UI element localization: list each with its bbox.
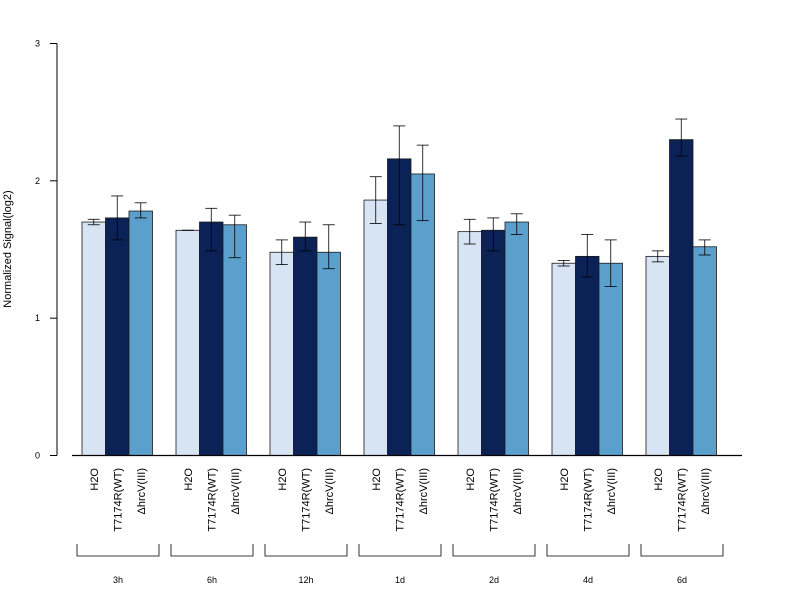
bar	[363, 199, 388, 456]
category-label: ΔhrcV(III)	[512, 468, 524, 514]
bar	[105, 217, 130, 456]
group-bracket	[76, 544, 160, 557]
group-bracket	[170, 544, 254, 557]
group-bracket	[358, 544, 442, 557]
category-label: ΔhrcV(III)	[418, 468, 430, 514]
category-label: H2O	[559, 468, 571, 491]
bar	[128, 210, 153, 456]
group-labels: 3h 6h 12h 1d 2d 4d 6d	[76, 544, 724, 585]
group-label: 3h	[113, 575, 123, 585]
group-bracket	[640, 544, 724, 557]
bar	[575, 255, 600, 456]
bar	[669, 139, 694, 456]
category-label: H2O	[465, 468, 477, 491]
group-label: 6h	[207, 575, 217, 585]
category-label: ΔhrcV(III)	[324, 468, 336, 514]
y-tick-label: 0	[35, 451, 40, 461]
category-label: ΔhrcV(III)	[230, 468, 242, 514]
y-axis: 0 1 2 3	[35, 39, 58, 461]
y-tick-label: 3	[35, 39, 40, 49]
bar	[199, 221, 224, 456]
category-label: H2O	[653, 468, 665, 491]
group-bracket	[452, 544, 536, 557]
bar	[692, 246, 717, 456]
bar	[222, 224, 247, 456]
category-label: T7174R(WT)	[394, 468, 406, 532]
group-bracket	[546, 544, 630, 557]
group-label: 2d	[489, 575, 499, 585]
category-label: T7174R(WT)	[300, 468, 312, 532]
category-label: T7174R(WT)	[112, 468, 124, 532]
bar	[457, 231, 482, 456]
bar	[293, 236, 318, 456]
bar	[481, 229, 506, 456]
category-label: H2O	[183, 468, 195, 491]
y-tick-label: 2	[35, 176, 40, 186]
y-axis-label: Normalized Signal(log2)	[2, 190, 14, 307]
group-label: 12h	[298, 575, 313, 585]
group-label: 1d	[395, 575, 405, 585]
y-tick-label: 1	[35, 313, 40, 323]
category-label: T7174R(WT)	[582, 468, 594, 532]
category-label: ΔhrcV(III)	[606, 468, 618, 514]
group-bracket	[264, 544, 348, 557]
category-label: H2O	[277, 468, 289, 491]
x-axis-labels: H2O T7174R(WT) ΔhrcV(III) H2O T7174R(WT) Δhrc…	[89, 468, 712, 532]
bar	[504, 221, 529, 456]
group-label: 6d	[677, 575, 687, 585]
category-label: H2O	[371, 468, 383, 491]
category-label: T7174R(WT)	[206, 468, 218, 532]
category-label: T7174R(WT)	[676, 468, 688, 532]
category-label: ΔhrcV(III)	[136, 468, 148, 514]
error-bars	[87, 118, 711, 287]
category-label: H2O	[89, 468, 101, 491]
bar	[269, 251, 294, 456]
bar	[551, 262, 576, 456]
bar	[645, 255, 670, 456]
bar	[81, 221, 106, 456]
bars	[81, 139, 717, 456]
bar	[598, 262, 623, 456]
category-label: T7174R(WT)	[488, 468, 500, 532]
bar	[316, 251, 341, 456]
bar	[175, 229, 200, 456]
group-label: 4d	[583, 575, 593, 585]
category-label: ΔhrcV(III)	[700, 468, 712, 514]
